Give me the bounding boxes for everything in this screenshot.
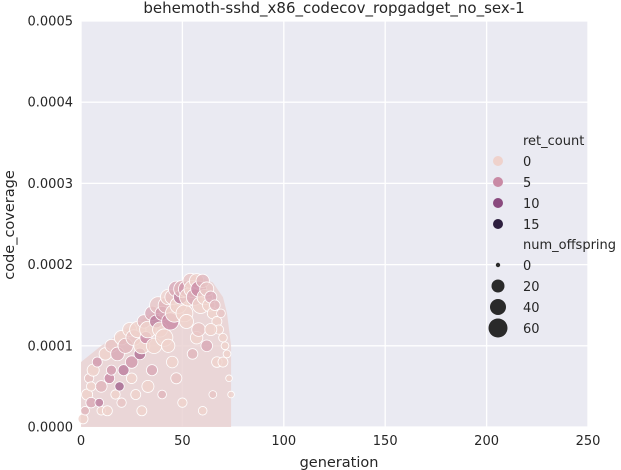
legend-size-marker (495, 262, 501, 268)
legend-size-title: num_offspring (523, 238, 616, 253)
legend-size-label: 60 (523, 322, 540, 337)
x-tick-label: 0 (77, 434, 85, 449)
legend-size-label: 20 (523, 280, 540, 295)
data-point (141, 379, 155, 393)
data-point (191, 322, 206, 337)
data-point (125, 355, 139, 369)
y-tick-label: 0.0003 (28, 177, 74, 192)
legend-hue-marker (493, 156, 503, 166)
data-points (77, 272, 235, 425)
data-point (218, 332, 228, 343)
y-tick-label: 0.0004 (28, 96, 74, 111)
y-tick-label: 0.0005 (28, 15, 74, 30)
data-point (126, 372, 138, 384)
legend-size-label: 0 (523, 259, 531, 274)
data-point (222, 349, 232, 359)
chart-title: behemoth-sshd_x86_codecov_ropgadget_no_s… (143, 0, 524, 18)
legend-hue-label: 15 (523, 218, 540, 233)
y-tick-labels: 0.0000 0.0001 0.0002 0.0003 0.0004 0.000… (28, 15, 74, 436)
data-point (114, 381, 125, 392)
data-point (179, 314, 194, 329)
data-point (117, 364, 130, 377)
legend-size-marker (490, 299, 506, 315)
legend-hue-marker (493, 198, 503, 208)
data-point (80, 406, 90, 416)
data-point (227, 390, 235, 399)
data-point (101, 405, 113, 417)
x-tick-label: 150 (373, 434, 398, 449)
data-point (170, 372, 183, 385)
data-point (220, 341, 230, 351)
data-point (225, 374, 233, 383)
data-point (86, 381, 97, 392)
x-tick-label: 100 (271, 434, 296, 449)
legend-hue-marker (493, 219, 503, 229)
data-point (94, 397, 104, 408)
legend-hue-title: ret_count (523, 134, 584, 149)
legend: ret_count 0 5 10 15 num_offspring 0 20 4… (488, 134, 616, 338)
data-point (217, 356, 229, 368)
x-tick-label: 50 (174, 434, 191, 449)
legend-hue-marker (493, 177, 503, 187)
data-point (110, 389, 121, 400)
data-point (136, 405, 148, 417)
data-point (209, 299, 221, 311)
data-point (106, 364, 117, 376)
data-point (208, 390, 218, 399)
legend-size-marker (488, 318, 508, 338)
x-axis-label: generation (300, 455, 379, 470)
legend-hue-label: 0 (523, 155, 531, 170)
data-point (197, 406, 208, 416)
x-tick-label: 250 (576, 434, 601, 449)
data-point (161, 338, 176, 353)
data-point (216, 308, 226, 319)
y-tick-label: 0.0000 (28, 421, 74, 436)
x-tick-label: 200 (474, 434, 499, 449)
data-point (177, 397, 188, 408)
data-point (166, 355, 179, 369)
data-point (77, 413, 89, 425)
legend-hue-label: 5 (523, 176, 531, 191)
legend-hue-label: 10 (523, 197, 540, 212)
y-axis-label: code_coverage (2, 170, 18, 280)
data-point (130, 389, 142, 400)
data-point (204, 323, 218, 336)
legend-hue-entries: 0 5 10 15 (493, 155, 540, 233)
legend-size-label: 40 (523, 301, 540, 316)
y-tick-label: 0.0001 (28, 339, 74, 354)
data-point (146, 364, 158, 377)
data-point (116, 397, 127, 408)
x-gridlines (80, 21, 589, 427)
data-point (200, 339, 213, 353)
data-point (91, 356, 103, 368)
legend-size-marker (491, 279, 505, 293)
data-point (95, 380, 108, 393)
x-tick-labels: 0 50 100 150 200 250 (77, 434, 601, 449)
y-tick-label: 0.0002 (28, 258, 74, 273)
data-point (157, 389, 167, 400)
data-point (186, 348, 199, 360)
legend-size-entries: 0 20 40 60 (488, 259, 540, 338)
